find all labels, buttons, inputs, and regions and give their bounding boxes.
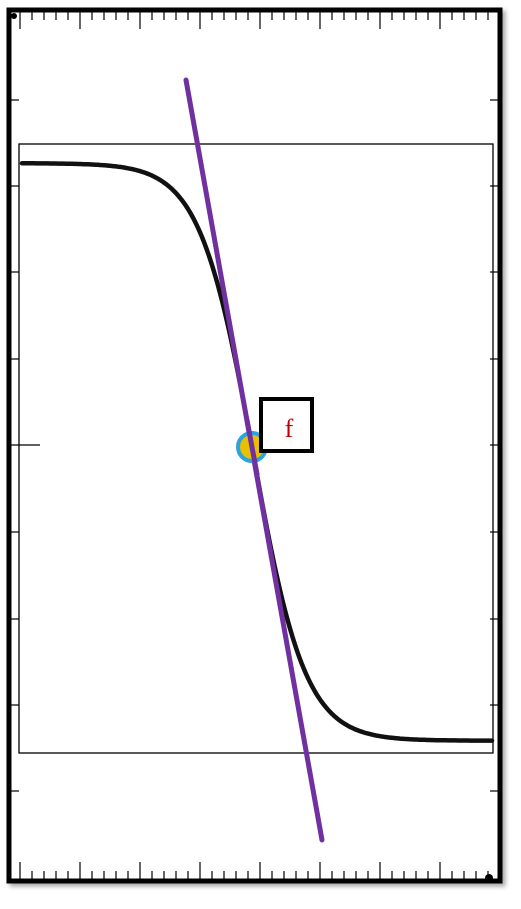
plot-frame	[18, 143, 494, 754]
label-f: f	[285, 414, 294, 443]
axis-ticks	[10, 11, 499, 880]
inflection-point-tangent-overlay	[244, 417, 260, 477]
label-box	[259, 397, 314, 453]
corner-dot-bottom-right	[485, 874, 493, 882]
corner-dot-top-left	[11, 13, 17, 19]
